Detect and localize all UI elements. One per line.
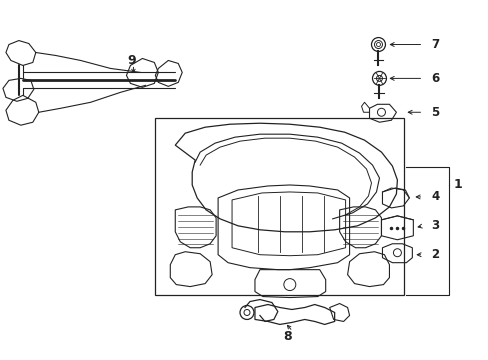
- Text: 9: 9: [127, 54, 136, 67]
- Text: 8: 8: [283, 330, 291, 343]
- Text: 5: 5: [430, 106, 439, 119]
- Text: 2: 2: [430, 248, 439, 261]
- Text: 6: 6: [430, 72, 439, 85]
- Bar: [155, 118, 404, 294]
- Text: 7: 7: [430, 38, 439, 51]
- Text: 4: 4: [430, 190, 439, 203]
- Text: 3: 3: [430, 219, 439, 232]
- Text: 1: 1: [452, 179, 461, 192]
